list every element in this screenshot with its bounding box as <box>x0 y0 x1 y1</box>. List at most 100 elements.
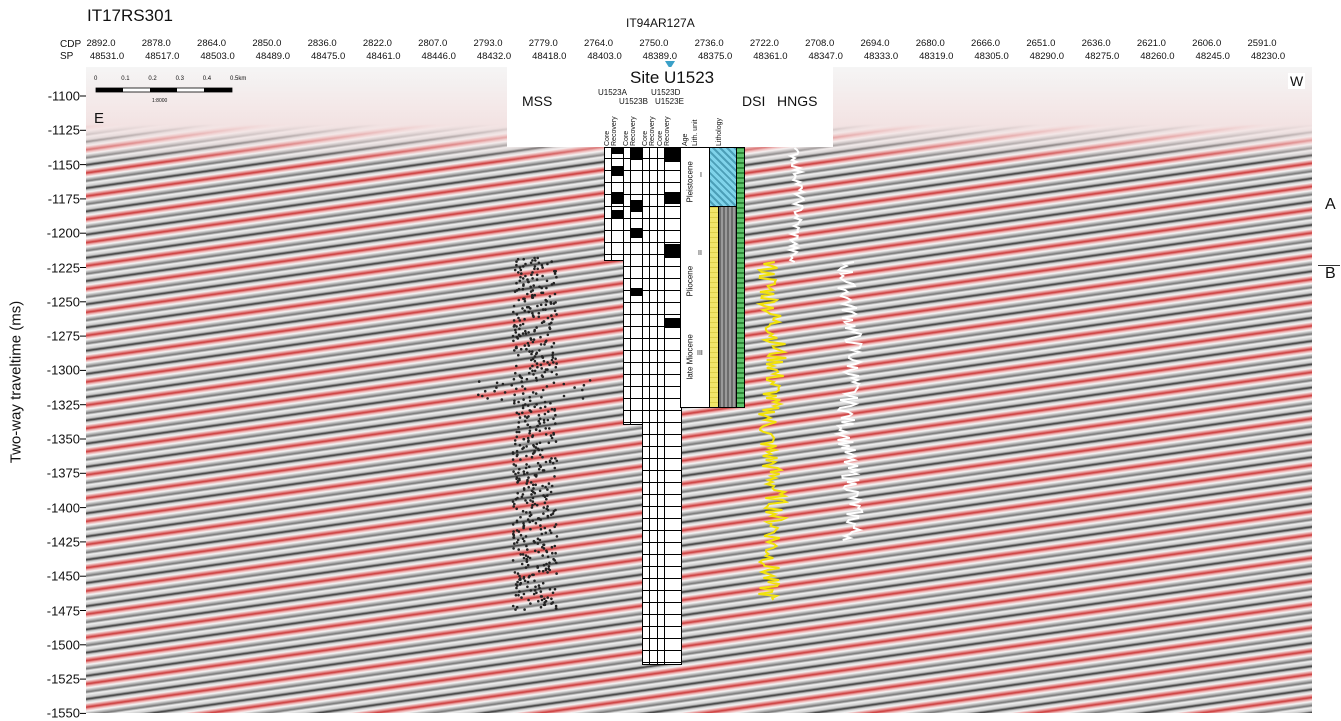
mss-point <box>501 382 505 386</box>
core-segment <box>658 446 665 447</box>
core-segment <box>643 398 650 399</box>
mss-point <box>552 361 555 364</box>
mss-point <box>530 506 534 509</box>
mss-point <box>515 477 518 481</box>
core-segment <box>658 482 665 483</box>
mss-point <box>528 465 531 469</box>
mss-point <box>533 293 537 297</box>
mss-point <box>534 392 538 395</box>
mss-point <box>522 284 525 287</box>
mss-point <box>539 453 542 457</box>
mss-point <box>517 298 521 302</box>
mss-point <box>537 584 541 587</box>
core-segment <box>658 254 665 255</box>
mss-point <box>524 566 528 569</box>
core-segment <box>624 326 631 327</box>
mss-point <box>520 596 523 599</box>
mss-point <box>477 393 480 397</box>
core-segment <box>658 170 665 171</box>
core-segment <box>643 506 650 507</box>
mss-point <box>511 500 515 503</box>
mss-point <box>521 553 525 556</box>
mss-point <box>543 526 547 530</box>
core-segment <box>665 614 681 615</box>
mss-point <box>550 260 553 263</box>
core-segment <box>631 326 643 327</box>
mss-point <box>533 267 536 271</box>
mss-point <box>525 557 528 561</box>
mss-point <box>483 389 487 393</box>
mss-point <box>515 435 519 439</box>
mss-point <box>503 391 507 394</box>
mss-point <box>521 447 524 451</box>
mss-point <box>539 406 542 410</box>
mss-point <box>526 563 530 567</box>
mss-point <box>573 386 576 389</box>
mss-point <box>541 455 544 459</box>
core-segment <box>643 170 650 171</box>
sp-value: 48375.0 <box>697 51 733 62</box>
mss-point <box>536 267 539 271</box>
mss-point <box>531 519 534 523</box>
mss-point <box>547 410 550 413</box>
profile-title: IT17RS301 <box>87 6 173 25</box>
mss-point <box>525 501 529 505</box>
side-label-b: B <box>1325 265 1336 282</box>
core-segment <box>658 518 665 519</box>
mss-point <box>526 292 529 296</box>
core-segment <box>665 362 681 363</box>
mss-point <box>554 422 557 425</box>
cdp-value: 2878.0 <box>141 38 171 49</box>
mss-point <box>543 412 547 416</box>
sp-value: 48245.0 <box>1195 51 1230 62</box>
mss-point <box>524 403 527 406</box>
mss-point <box>531 364 534 368</box>
core-segment <box>643 386 650 387</box>
mss-point <box>533 359 537 363</box>
core-recovery-fill <box>631 288 643 296</box>
core-recovery-fill <box>631 228 643 238</box>
core-segment <box>643 578 650 579</box>
mss-point <box>548 322 551 326</box>
mss-point <box>531 311 534 315</box>
mss-point <box>523 309 526 313</box>
mss-point <box>543 370 547 374</box>
mss-point <box>536 461 540 465</box>
mss-point <box>531 500 535 503</box>
y-tick-label: -1225 <box>46 260 80 275</box>
sp-value: 48461.0 <box>366 51 401 62</box>
mss-point <box>513 399 516 403</box>
mss-point <box>534 475 538 478</box>
mss-point <box>549 401 552 405</box>
mss-point <box>515 289 519 292</box>
mss-point <box>515 313 519 316</box>
mss-point <box>542 506 546 509</box>
core-segment <box>650 254 662 255</box>
mss-point <box>512 536 516 539</box>
y-tick-label: -1325 <box>46 397 80 413</box>
mss-point <box>530 493 533 496</box>
scale-tick-label: 0.3 <box>175 76 184 82</box>
mss-point <box>548 568 552 572</box>
mss-point <box>525 445 528 448</box>
hole-label-a: U1523A <box>598 88 627 97</box>
mss-point <box>539 343 543 346</box>
mss-point <box>562 382 566 386</box>
mss-point <box>527 476 530 479</box>
core-segment <box>643 230 650 231</box>
core-segment <box>643 542 650 543</box>
core-segment <box>624 410 631 411</box>
mss-point <box>519 347 523 351</box>
mss-point <box>529 527 532 531</box>
mss-point <box>550 597 553 601</box>
mss-point <box>526 585 529 589</box>
mss-point <box>537 311 541 315</box>
core-segment <box>643 374 650 375</box>
mss-point <box>493 389 496 393</box>
mss-point <box>512 377 516 381</box>
mss-point <box>544 531 548 535</box>
mss-point <box>553 272 557 275</box>
mss-point <box>531 277 534 280</box>
core-segment <box>650 194 662 195</box>
